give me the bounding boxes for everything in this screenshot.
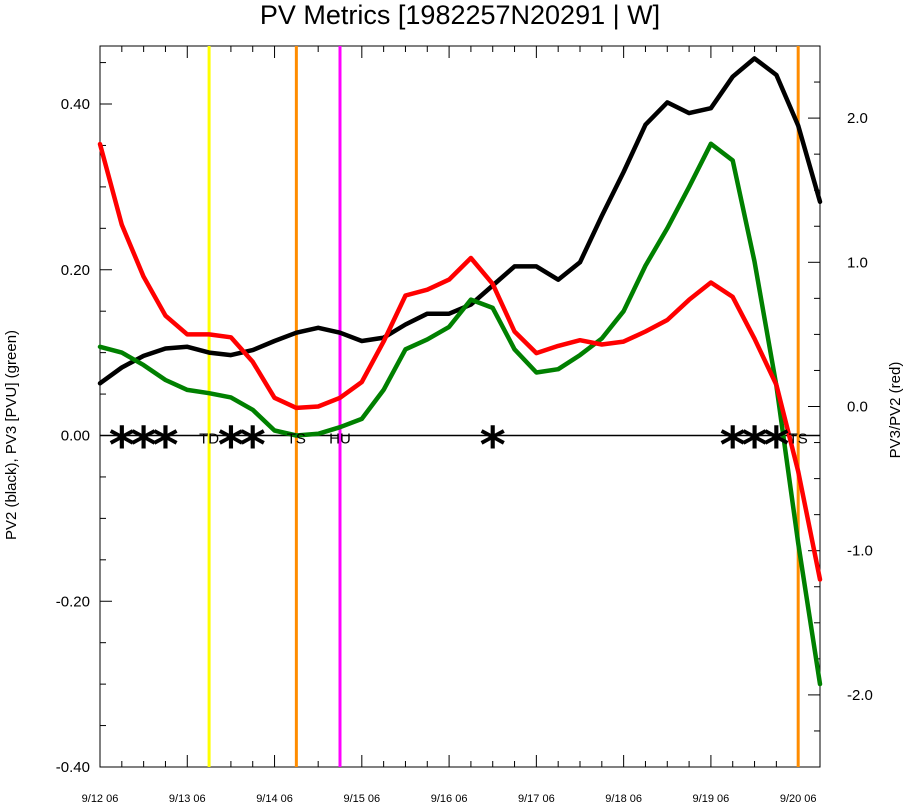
y-tick-label-right: -1.0	[847, 543, 873, 560]
series-line-pv3	[97, 141, 823, 687]
x-tick-label: 9/16 06	[431, 793, 468, 805]
stage-annotation: TD	[199, 431, 219, 448]
y-tick-label-left: -0.40	[56, 759, 90, 776]
stage-annotation: HU	[329, 431, 351, 448]
y-tick-label-right: -2.0	[847, 687, 873, 704]
stage-annotation: TS	[789, 431, 808, 448]
x-tick-label: 9/19 06	[693, 793, 730, 805]
series-line-ratio	[97, 141, 823, 582]
asterisk-marker: *	[763, 417, 789, 475]
series-line-pv2	[97, 56, 823, 386]
x-tick-label: 9/20 06	[780, 793, 817, 805]
x-tick-label: 9/13 06	[169, 793, 206, 805]
asterisk-marker: *	[109, 417, 135, 475]
x-tick-label: 9/15 06	[343, 793, 380, 805]
stage-annotation: TS	[287, 431, 306, 448]
asterisk-marker: *	[741, 417, 767, 475]
y-axis-label-left: PV2 (black), PV3 [PVU] (green)	[3, 330, 20, 540]
y-tick-label-right: 2.0	[847, 110, 868, 127]
asterisk-marker: *	[152, 417, 178, 475]
y-tick-label-right: 0.0	[847, 399, 868, 416]
asterisk-marker: *	[218, 417, 244, 475]
x-tick-label: 9/14 06	[256, 793, 293, 805]
asterisk-marker: *	[720, 417, 746, 475]
y-tick-label-left: 0.00	[61, 428, 90, 445]
asterisk-marker: *	[240, 417, 266, 475]
x-tick-label: 9/12 06	[82, 793, 119, 805]
y-tick-label-left: 0.40	[61, 96, 90, 113]
y-tick-label-left: -0.20	[56, 593, 90, 610]
asterisk-marker: *	[480, 417, 506, 475]
asterisk-marker: *	[131, 417, 157, 475]
y-axis-label-right: PV3/PV2 (red)	[887, 362, 904, 459]
y-tick-label-right: 1.0	[847, 254, 868, 271]
x-tick-label: 9/17 06	[518, 793, 555, 805]
x-tick-label: 9/18 06	[605, 793, 642, 805]
chart-title: PV Metrics [1982257N20291 | W]	[260, 0, 660, 30]
y-tick-label-left: 0.20	[61, 262, 90, 279]
